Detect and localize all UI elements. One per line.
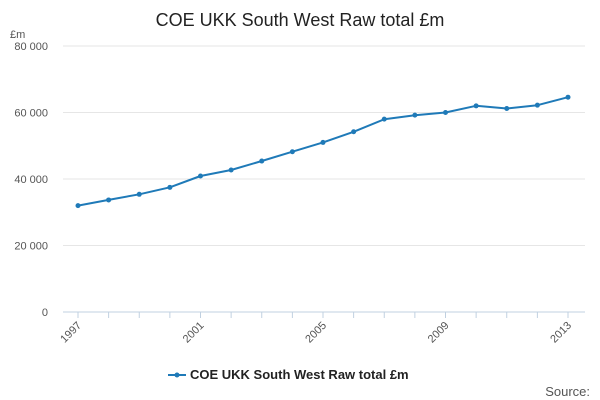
- y-axis-unit-label: £m: [10, 29, 25, 41]
- data-point: [320, 139, 326, 145]
- y-tick-label: 60 000: [14, 108, 48, 120]
- y-tick-label: 40 000: [14, 174, 48, 186]
- data-point: [504, 106, 510, 112]
- x-axis: 1997 2001 2005 2009 2013: [58, 311, 585, 346]
- series-group: [75, 94, 571, 209]
- y-tick-label: 80 000: [14, 41, 48, 53]
- x-tick-label: 2009: [426, 320, 452, 346]
- data-point: [534, 102, 540, 108]
- data-point: [443, 110, 448, 115]
- data-point: [198, 173, 203, 179]
- source-label: Source:: [545, 384, 590, 399]
- x-tick-label: 2013: [548, 320, 574, 346]
- legend-marker-icon: [174, 372, 180, 378]
- data-point: [473, 103, 479, 109]
- series-line: [77, 96, 569, 207]
- data-point: [289, 149, 295, 155]
- grid-lines: [63, 45, 585, 246]
- legend[interactable]: COE UKK South West Raw total £m: [168, 367, 409, 382]
- chart-title: COE UKK South West Raw total £m: [156, 10, 445, 30]
- data-point: [228, 167, 234, 173]
- data-point: [259, 158, 265, 164]
- y-tick-label: 0: [42, 307, 48, 319]
- data-point: [106, 197, 112, 203]
- data-point: [565, 94, 571, 100]
- x-tick-label: 2005: [303, 320, 329, 346]
- legend-label: COE UKK South West Raw total £m: [190, 367, 409, 382]
- y-tick-label: 20 000: [14, 241, 48, 253]
- data-point: [351, 129, 357, 135]
- x-tick-label: 2001: [181, 320, 207, 346]
- data-point: [412, 112, 418, 118]
- data-point: [167, 184, 173, 190]
- data-point: [136, 191, 142, 197]
- data-point: [75, 203, 81, 209]
- x-tick-label: 1997: [58, 320, 84, 346]
- y-axis-ticks: 0 20 000 40 000 60 000 80 000: [14, 41, 48, 319]
- data-point: [381, 116, 387, 122]
